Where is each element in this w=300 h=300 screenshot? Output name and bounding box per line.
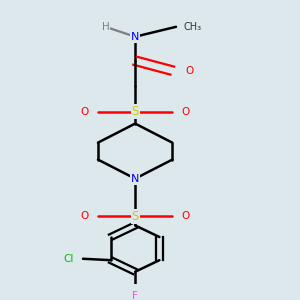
Text: H: H (101, 22, 109, 32)
Text: O: O (181, 106, 189, 117)
Text: O: O (81, 106, 89, 117)
Text: CH₃: CH₃ (184, 22, 202, 32)
Text: N: N (131, 174, 139, 184)
Text: Cl: Cl (63, 254, 73, 264)
Text: N: N (131, 32, 139, 42)
Text: S: S (131, 105, 139, 118)
Text: O: O (185, 66, 193, 76)
Text: F: F (132, 291, 138, 300)
Text: O: O (181, 211, 189, 221)
Text: S: S (131, 210, 139, 223)
Text: O: O (81, 211, 89, 221)
